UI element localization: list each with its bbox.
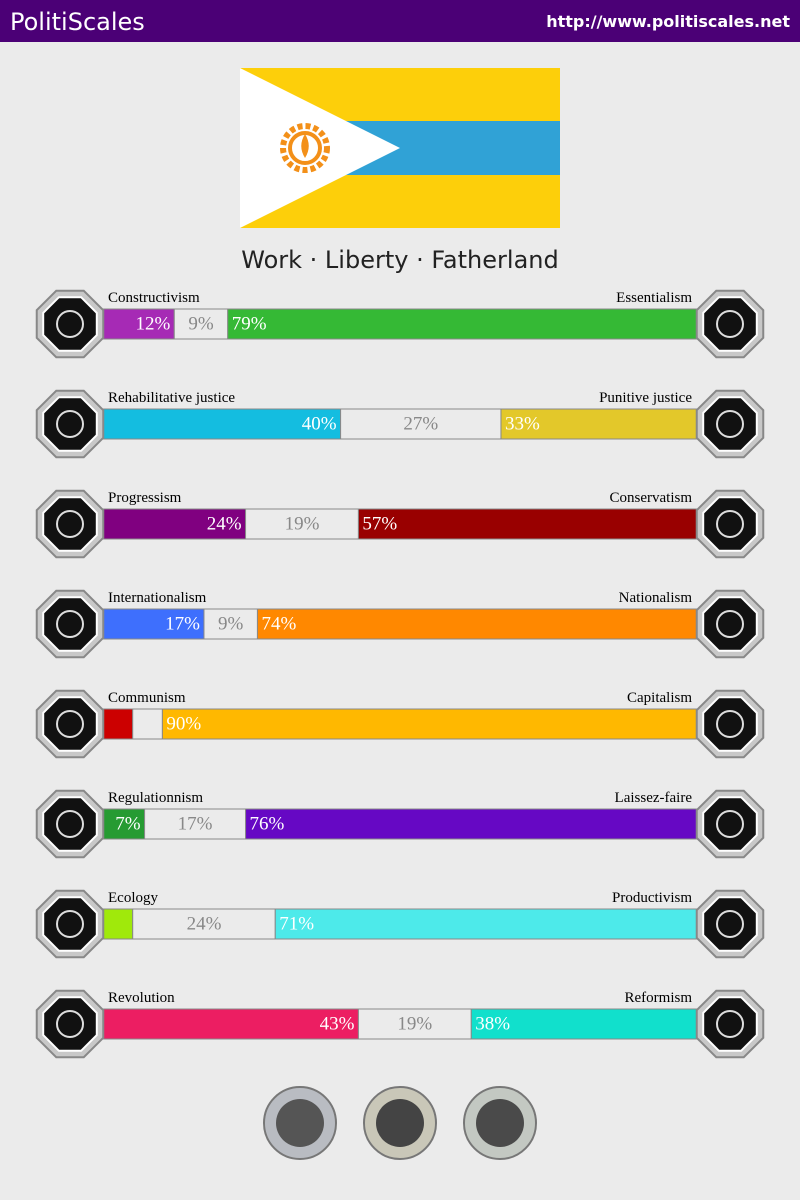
flag [240,68,560,228]
bar-segment [470,1008,698,1040]
axis-icon-inner [702,696,758,752]
bar-segment [203,608,258,640]
axis-icon-inner [702,896,758,952]
bar-segment [132,708,163,740]
axis-icon-symbol [56,810,84,838]
axis-icon-inner [702,496,758,552]
axis-icon-inner [42,596,98,652]
axis-icon-symbol [716,310,744,338]
bar-segment [102,408,342,440]
value-label: 71% [279,913,314,934]
bar-segment [102,808,146,840]
axis-icon-inner [702,796,758,852]
motto: Work · Liberty · Fatherland [241,246,558,274]
bar-segment [102,308,175,340]
axis-icon-inner [42,696,98,752]
value-label: 12% [135,313,170,334]
url[interactable]: http://www.politiscales.net [546,12,790,31]
axis-icon-symbol [716,610,744,638]
right-label: Punitive justice [599,390,692,406]
axis-icon-symbol [56,410,84,438]
axis-icon-symbol [56,310,84,338]
right-label: Laissez-faire [615,790,693,806]
value-label: 9% [218,613,244,634]
axis-icon-symbol [716,410,744,438]
left-label: Revolution [108,990,175,1006]
bar-segment [357,1008,472,1040]
value-label: 76% [250,813,285,834]
axis-icon-inner [702,996,758,1052]
bar-segment [340,408,502,440]
axis-icon-inner [702,596,758,652]
value-label: 24% [187,913,222,934]
value-label: 40% [302,413,337,434]
left-label: Regulationnism [108,790,203,806]
badges [263,1086,537,1160]
value-label: 38% [475,1013,510,1034]
value-label: 27% [403,413,438,434]
left-label: Progressism [108,490,182,506]
right-label: Essentialism [616,290,692,306]
value-label: 24% [207,513,242,534]
value-label: 74% [261,613,296,634]
bar-segment [357,508,698,540]
value-label: 33% [505,413,540,434]
right-label: Reformism [625,990,693,1006]
left-label: Constructivism [108,290,200,306]
value-label: 19% [285,513,320,534]
bar-segment [102,608,205,640]
value-label: 90% [166,713,201,734]
axis-icon-symbol [56,710,84,738]
left-label: Internationalism [108,590,207,606]
bar-segment [256,608,698,640]
bar-segment [144,808,247,840]
brand: PolitiScales [10,8,145,36]
right-label: Capitalism [627,690,692,706]
left-label: Communism [108,690,186,706]
axis-icon-inner [702,396,758,452]
axis-icon-symbol [716,510,744,538]
axis-icon-symbol [56,910,84,938]
bar-segment [132,908,276,940]
value-label: 7% [115,813,141,834]
value-label: 19% [397,1013,432,1034]
axis-icon-symbol [716,910,744,938]
bar-segment [500,408,698,440]
right-label: Conservatism [610,490,693,506]
axis-icon-inner [42,896,98,952]
left-label: Rehabilitative justice [108,390,235,406]
bar-segment [274,908,698,940]
axis-icon-symbol [56,510,84,538]
value-label: 17% [178,813,213,834]
axis-icon-inner [42,996,98,1052]
value-label: 43% [320,1013,355,1034]
axis-icon-symbol [56,610,84,638]
axis-icon-inner [42,296,98,352]
right-label: Productivism [612,890,692,906]
value-label: 79% [232,313,267,334]
value-label: 57% [362,513,397,534]
axis-icon-symbol [716,810,744,838]
axis-icon-inner [42,796,98,852]
bar-segment [102,708,134,740]
right-label: Nationalism [619,590,693,606]
bar-segment [161,708,698,740]
bar-segment [102,908,134,940]
value-label: 9% [188,313,214,334]
axis-icon-symbol [56,1010,84,1038]
bar-segment [245,808,698,840]
header-bar [0,0,800,42]
axis-icon-symbol [716,1010,744,1038]
value-label: 17% [165,613,200,634]
axis-icon-inner [42,496,98,552]
axis-icon-inner [702,296,758,352]
axis-icon-inner [42,396,98,452]
left-label: Ecology [108,890,158,906]
bar-segment [227,308,698,340]
bar-segment [245,508,359,540]
axis-icon-symbol [716,710,744,738]
